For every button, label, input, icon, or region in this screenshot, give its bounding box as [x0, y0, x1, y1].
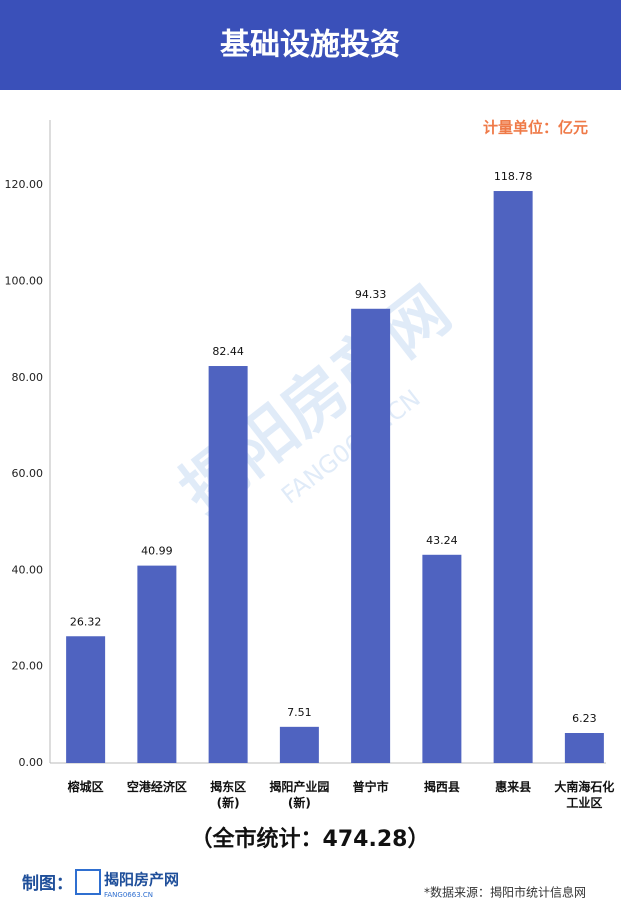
value-label: 40.99 — [141, 545, 173, 558]
bar — [66, 636, 106, 763]
value-label: 26.32 — [70, 615, 102, 628]
unit-label: 计量单位：亿元 — [483, 119, 588, 137]
x-tick-label: 榕城区 — [67, 780, 104, 794]
chart-title: 基础设施投资 — [220, 28, 400, 63]
bar — [137, 565, 177, 763]
value-label: 7.51 — [287, 706, 312, 719]
logo-name: 揭阳房产网 — [104, 871, 179, 889]
x-tick-label: 普宁市 — [352, 780, 389, 794]
value-label: 94.33 — [355, 288, 387, 301]
source: *数据来源：揭阳市统计信息网 — [424, 885, 586, 900]
value-label: 118.78 — [494, 170, 533, 183]
x-tick-label: 大南海石化 工业区 — [554, 780, 615, 810]
y-tick-label: 80.00 — [12, 371, 44, 384]
made-by: 制图： — [22, 873, 73, 894]
x-tick-label: 揭阳产业园 (新) — [269, 780, 330, 810]
y-tick-label: 20.00 — [12, 660, 44, 673]
bar — [422, 554, 462, 763]
logo-icon — [75, 869, 101, 895]
value-label: 82.44 — [212, 345, 244, 358]
bar — [279, 726, 319, 763]
y-tick-label: 40.00 — [12, 563, 44, 576]
x-tick-label: 惠来县 — [495, 780, 532, 794]
total-label: （全市统计：474.28） — [191, 826, 430, 852]
x-tick-label: 揭西县 — [423, 780, 460, 794]
value-label: 43.24 — [426, 534, 458, 547]
bar — [493, 191, 533, 763]
header-band — [0, 0, 621, 90]
bar — [351, 308, 391, 763]
value-label: 6.23 — [572, 712, 597, 725]
y-tick-label: 100.00 — [5, 274, 44, 287]
y-tick-label: 120.00 — [5, 178, 44, 191]
logo-domain: FANG0663.CN — [104, 891, 153, 899]
bar — [564, 733, 604, 763]
x-tick-label: 空港经济区 — [126, 780, 187, 794]
y-tick-label: 60.00 — [12, 467, 44, 480]
y-tick-label: 0.00 — [19, 756, 44, 769]
bar — [208, 366, 248, 763]
x-tick-label: 揭东区 (新) — [210, 780, 247, 810]
